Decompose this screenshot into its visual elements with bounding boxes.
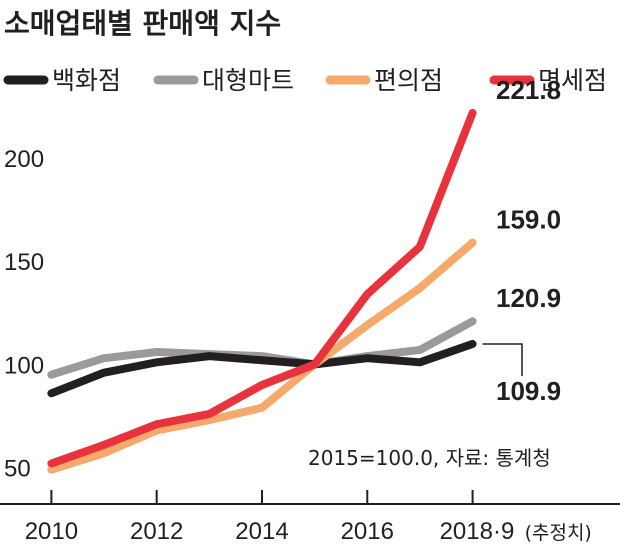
end-value-label: 120.9 bbox=[496, 283, 561, 313]
leader-line bbox=[482, 343, 523, 376]
x-tick-suffix: (추정치) bbox=[525, 522, 592, 544]
y-axis-ticks: 50 100 150 200 bbox=[4, 146, 44, 483]
series-line bbox=[47, 238, 477, 474]
legend-label: 편의점 bbox=[374, 66, 443, 95]
chart-title: 소매업태별 판매액 지수 bbox=[4, 7, 281, 40]
y-tick-label: 100 bbox=[4, 352, 44, 379]
series-line bbox=[47, 339, 477, 398]
series-line bbox=[47, 317, 477, 379]
end-value-labels: 109.9 120.9 159.0 221.8 bbox=[482, 75, 561, 406]
series-lines bbox=[47, 108, 477, 474]
x-axis: 2010 2012 2014 2016 2018·9 (추정치) bbox=[0, 490, 620, 545]
x-tick-label: 2010 bbox=[25, 518, 78, 545]
y-tick-label: 200 bbox=[4, 146, 44, 173]
legend-label: 면세점 bbox=[538, 66, 607, 95]
y-tick-label: 150 bbox=[4, 249, 44, 276]
x-tick-label: 2014 bbox=[235, 518, 288, 545]
x-tick-label: 2012 bbox=[130, 518, 183, 545]
legend-label: 대형마트 bbox=[202, 66, 294, 95]
x-tick-label: 2018·9 bbox=[440, 518, 515, 545]
end-value-label: 159.0 bbox=[496, 205, 561, 235]
legend-label: 백화점 bbox=[52, 66, 121, 95]
legend: 백화점 대형마트 편의점 면세점 bbox=[3, 66, 607, 95]
source-note: 2015=100.0, 자료: 통계청 bbox=[308, 446, 551, 470]
y-tick-label: 50 bbox=[4, 456, 31, 483]
x-tick-label: 2016 bbox=[341, 518, 394, 545]
end-value-label: 109.9 bbox=[496, 376, 561, 406]
end-value-label: 221.8 bbox=[496, 75, 561, 105]
series-line bbox=[47, 108, 477, 468]
